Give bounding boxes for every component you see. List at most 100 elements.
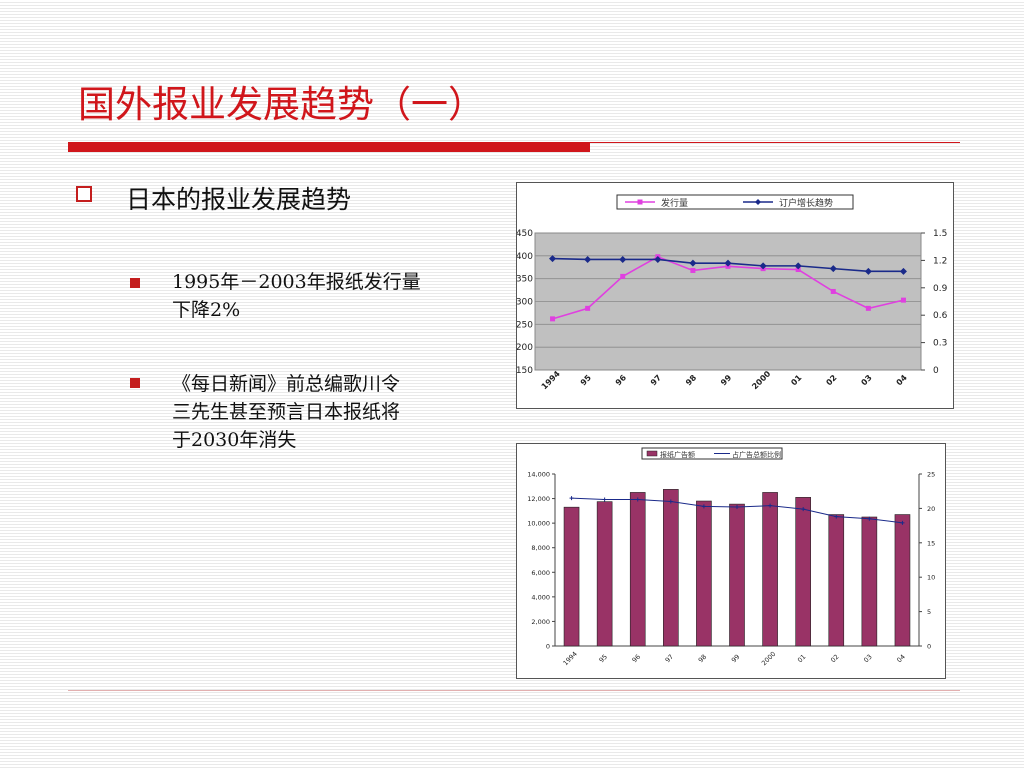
x-tick-label: 98 [684,373,699,388]
x-tick-label: 97 [664,653,676,665]
data-point [619,255,627,263]
list-item-line: 1995年－2003年报纸发行量 [172,271,421,293]
bar [894,514,911,647]
x-tick-label: 1994 [561,650,578,667]
x-tick-label: 2000 [750,369,772,391]
y-left-tick-label: 4,000 [531,593,550,601]
x-tick-label: 01 [796,653,808,665]
y-right-tick-label: 20 [927,505,935,513]
y-left-tick-label: 6,000 [531,569,550,577]
circulation-line-chart: 发行量 订户增长趋势 5450 5400 5350 5300 5250 5200 5150 1.5… [516,182,954,409]
data-point [768,503,773,508]
data-point [654,255,662,263]
data-point [549,255,557,263]
y-left-tick-label: 5300 [517,298,533,308]
circulation-line-chart-svg: 发行量 订户增长趋势 5450 5400 5350 5300 5250 5200 5150 1.5… [517,194,948,391]
data-point [759,262,767,270]
list-item: 1995年－2003年报纸发行量 下降2% [172,268,492,324]
y-right-tick-label: 1.5 [933,229,947,239]
list-item-line: 于2030年消失 [172,429,297,451]
list-item: 《每日新闻》前总编歌川令 三先生甚至预言日本报纸将 于2030年消失 [172,370,492,454]
y-right-tick-label: 0.9 [933,284,948,294]
data-point [795,267,801,273]
y-left-tick-label: 8,000 [531,544,550,552]
title-underline-rule [590,142,960,143]
y-left-tick-label: 14,000 [527,471,550,479]
x-tick-label: 04 [895,373,910,388]
data-point [668,499,673,504]
filled-square-bullet-icon [130,378,140,388]
data-point [834,514,839,519]
data-point [830,288,836,294]
bar [696,500,712,647]
x-tick-label: 02 [829,653,841,665]
y-right-tick-label: 15 [927,539,935,547]
data-point [867,516,872,521]
legend-label: 报纸广告额 [660,450,695,459]
y-right-tick-label: 0 [933,366,939,376]
data-point [689,259,697,267]
bar [663,489,679,647]
data-point [584,255,592,263]
y-left-tick-label: 0 [546,643,550,651]
x-tick-label: 2000 [760,650,777,667]
y-right-tick-label: 25 [927,471,935,479]
y-right-tick-label: 1.2 [933,256,947,266]
x-tick-label: 02 [824,373,838,387]
data-point [794,262,802,270]
y-left-tick-label: 5250 [517,320,533,330]
y-left-tick-label: 12,000 [527,495,550,503]
data-point [724,259,732,267]
legend-label: 发行量 [661,197,688,209]
x-tick-label: 04 [895,653,907,665]
data-point [829,265,837,273]
y-right-tick-label: 5 [927,608,931,616]
x-tick-label: 99 [719,373,734,388]
x-tick-label: 95 [597,653,609,665]
data-point [602,497,607,502]
data-point [550,316,556,322]
legend-marker-swatch [755,199,761,205]
legend-marker-swatch [637,199,643,205]
y-left-tick-label: 10,000 [527,520,550,528]
bar [828,514,845,647]
list-item-line: 三先生甚至预言日本报纸将 [172,401,401,423]
y-left-tick-label: 5450 [517,229,533,239]
legend-label: 占广告总额比例 [732,450,781,459]
list-item-line: 《每日新闻》前总编歌川令 [172,373,401,395]
y-left-tick-label: 5400 [517,252,533,262]
y-right-tick-label: 10 [927,574,935,582]
y-left-tick-label: 5200 [517,343,533,353]
x-tick-label: 96 [631,653,643,665]
data-point [569,496,574,501]
bar [629,492,646,647]
y-left-tick-label: 2,000 [531,618,550,626]
filled-square-bullet-icon [130,278,140,288]
data-point [865,305,871,311]
x-tick-label: 03 [862,653,874,665]
data-point [899,267,907,275]
section-heading: 日本的报业发展趋势 [126,185,352,214]
data-point [900,297,906,303]
x-tick-label: 97 [649,373,663,387]
footer-rule [68,690,960,691]
legend-box [641,447,783,460]
data-point [585,305,591,311]
data-point [735,505,739,510]
list-item-line: 下降2% [172,299,241,321]
data-point [701,504,706,509]
data-point [864,267,872,275]
y-right-tick-label: 0.6 [933,311,948,321]
y-left-tick-label: 5150 [517,366,533,376]
bar [596,501,613,647]
x-tick-label: 95 [579,373,594,388]
data-point [801,507,806,512]
y-right-tick-label: 0 [927,643,931,651]
x-tick-label: 1994 [540,369,562,391]
advertising-bar-chart: 报纸广告额 占广告总额比例 14,000 12,000 10,000 8,000 6,000… [516,443,946,679]
slide-title: 国外报业发展趋势（一） [78,83,485,126]
bar [861,516,878,647]
advertising-bar-chart-svg: 报纸广告额 占广告总额比例 14,000 12,000 10,000 8,000 6,000… [527,447,935,667]
x-tick-label: 03 [859,373,873,387]
data-point [690,267,696,273]
